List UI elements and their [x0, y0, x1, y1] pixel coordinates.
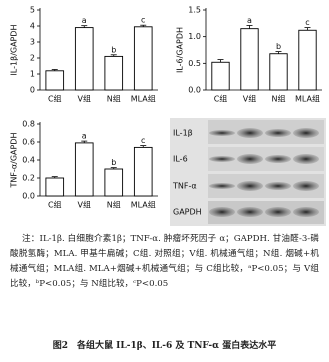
bar [104, 168, 124, 197]
significance-label: c [141, 16, 145, 25]
bar [74, 27, 94, 91]
bar [74, 142, 94, 197]
x-tick-label: C组 [48, 200, 62, 210]
y-tick-label: 3 [30, 38, 35, 47]
significance-label: b [276, 42, 281, 51]
bar [211, 61, 230, 91]
bar [45, 177, 65, 197]
x-tick-label: V组 [78, 94, 91, 104]
y-tick-label: 2 [30, 54, 35, 63]
x-tick-label: C组 [48, 94, 62, 104]
y-axis-title: IL-6/GAPDH [176, 27, 185, 73]
y-tick-label: 0.4 [22, 156, 35, 165]
y-tick-label: 1 [30, 70, 35, 79]
x-tick-label: C组 [214, 94, 228, 104]
y-axis-title: TNF-α/GAPDH [10, 133, 19, 189]
significance-label: c [305, 18, 309, 27]
blot-label: IL-1β [173, 129, 193, 138]
figure: IL-1β IL-6 TNF-α GAPDH 0 1 2 3 4 5 IL-1β/GAPDH… [10, 6, 326, 226]
blot-label: TNF-α [172, 182, 197, 191]
western-blot: IL-1β IL-6 TNF-α GAPDH [170, 118, 326, 226]
y-axis-title: IL-1β/GAPDH [10, 24, 19, 75]
x-tick-label: N组 [107, 94, 121, 104]
y-tick-label: 4 [30, 22, 35, 31]
y-tick-label: 0.0 [188, 86, 201, 95]
significance-label: b [111, 45, 116, 54]
significance-label: c [141, 136, 145, 145]
bar [298, 29, 317, 91]
y-tick-label: 5 [30, 6, 35, 15]
bar [133, 146, 153, 197]
figure-title: 图2 各组大鼠 IL-1β、IL-6 及 TNF-α 蛋白表达水平 [52, 341, 277, 351]
significance-label: a [247, 16, 252, 25]
x-tick-label: N组 [107, 200, 121, 210]
y-tick-label: 1.5 [188, 6, 201, 15]
bar [104, 55, 124, 91]
y-tick-label: 0.0 [22, 192, 35, 201]
significance-label: a [82, 16, 87, 25]
bar [240, 28, 259, 91]
y-tick-label: 1.0 [188, 32, 201, 41]
y-tick-label: 0.6 [22, 138, 35, 147]
bar [45, 70, 65, 91]
y-tick-label: 0.2 [22, 174, 35, 183]
x-tick-label: V组 [78, 200, 91, 210]
x-tick-label: MLA组 [295, 94, 320, 104]
y-tick-label: 0.5 [188, 59, 201, 68]
significance-label: a [82, 132, 87, 141]
y-tick-label: 0 [30, 86, 35, 95]
x-tick-label: V组 [243, 94, 256, 104]
y-tick-label: 0.8 [22, 120, 35, 129]
blot-label: GAPDH [173, 208, 202, 217]
x-tick-label: MLA组 [131, 200, 156, 210]
blot-label: IL-6 [173, 155, 188, 164]
x-tick-label: N组 [272, 94, 286, 104]
bar [133, 26, 153, 91]
bar [269, 53, 288, 91]
significance-label: b [111, 158, 116, 167]
x-tick-label: MLA组 [131, 94, 156, 104]
figure-note: 注：IL-1β. 白细胞介素1β；TNF-α. 肿瘤坏死因子 α；GAPDH. … [10, 234, 319, 289]
